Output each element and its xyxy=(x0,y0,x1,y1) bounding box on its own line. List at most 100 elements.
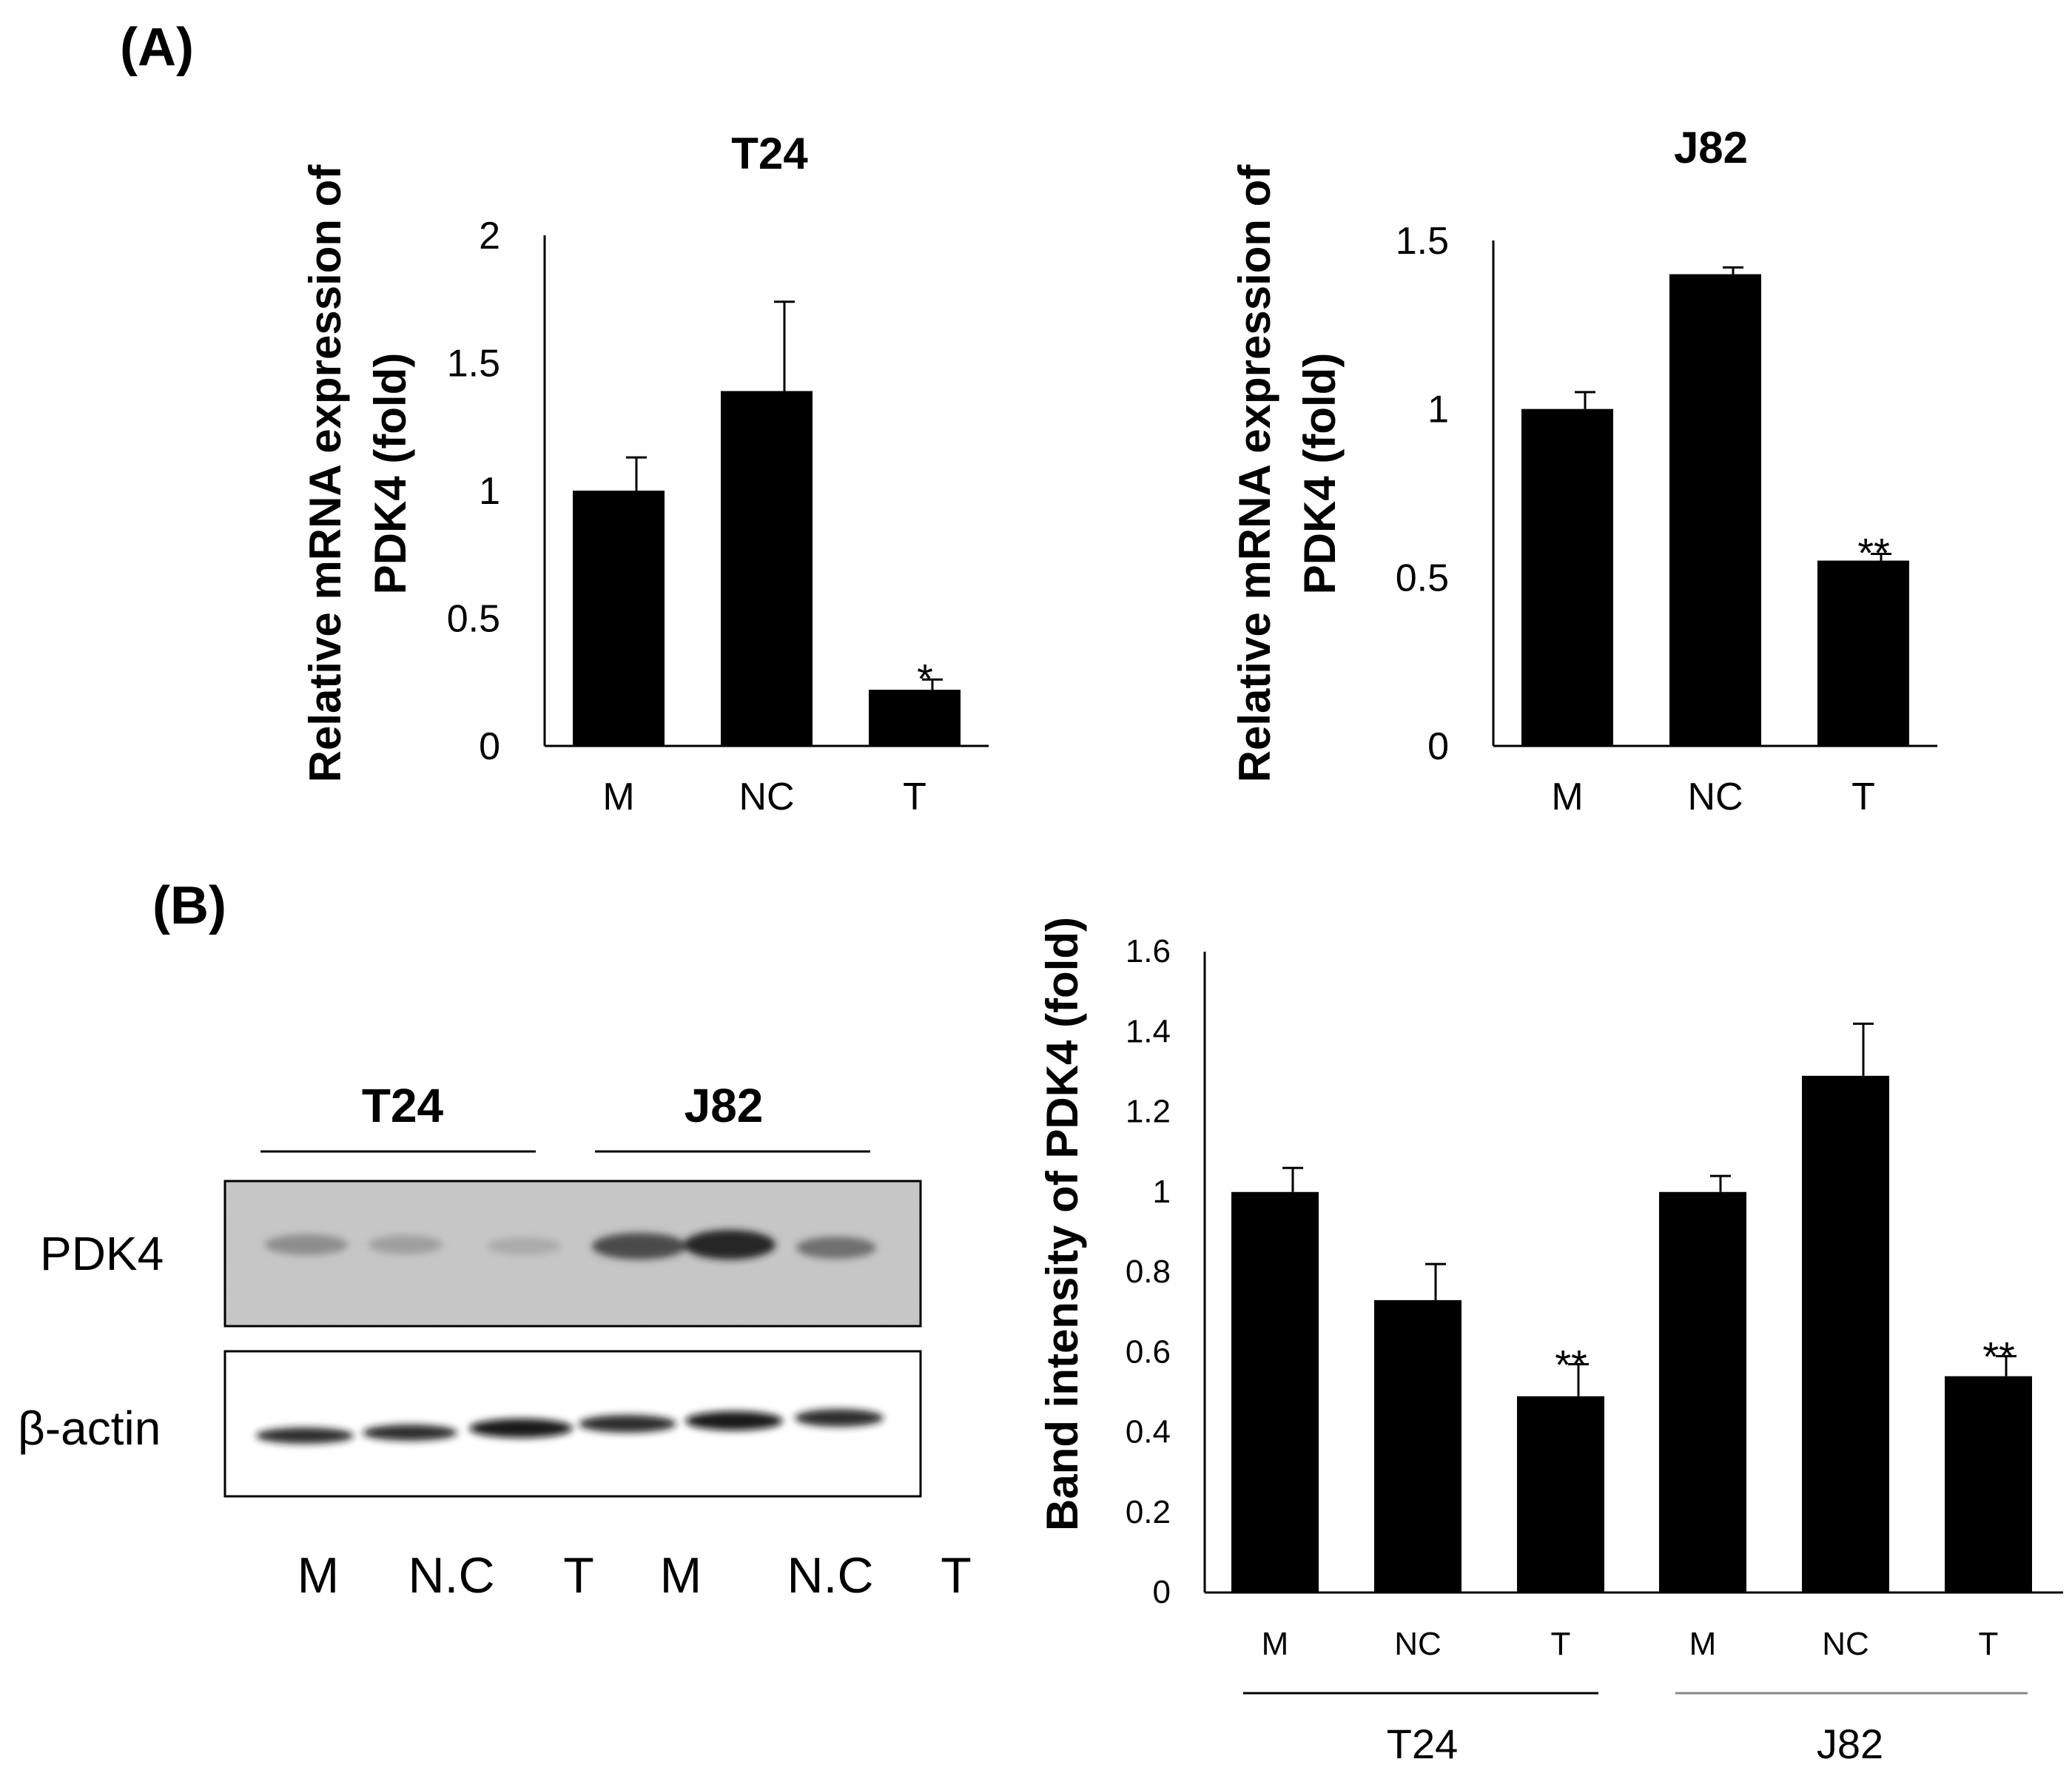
category-labels: M NC T xyxy=(602,776,926,818)
bars xyxy=(573,391,961,746)
category-label: T xyxy=(1551,1626,1571,1662)
y-tick-label: 1 xyxy=(1427,389,1449,431)
blot-actin-strip xyxy=(223,1350,922,1498)
bar xyxy=(1374,1299,1462,1593)
category-label: M xyxy=(1551,776,1583,818)
y-axis-label: Band intensity of PDK4 (fold) xyxy=(1037,917,1087,1531)
blot-lane-label: M xyxy=(660,1547,702,1604)
significance-mark: ** xyxy=(1982,1334,2015,1380)
blot-band xyxy=(469,1419,573,1438)
panel-label-a: (A) xyxy=(120,18,194,77)
y-tick-label: 1.6 xyxy=(1126,933,1171,969)
y-tick-label: 0.2 xyxy=(1126,1494,1171,1530)
blot-lane-label: M xyxy=(297,1547,340,1604)
y-axis-label-line1: Relative mRNA expression of xyxy=(1230,164,1279,783)
category-label: NC xyxy=(739,776,794,818)
y-tick-label: 1.2 xyxy=(1126,1094,1171,1130)
error-bars xyxy=(1282,1022,2016,1396)
blot-lane-label: N.C xyxy=(787,1547,873,1604)
y-axis-label-line2: PDK4 (fold) xyxy=(366,353,415,595)
bar xyxy=(1945,1376,2032,1593)
y-tick-label: 0.5 xyxy=(447,598,500,641)
y-tick-label: 1.4 xyxy=(1126,1013,1171,1049)
category-label: T xyxy=(1851,776,1875,818)
significance-marks: * xyxy=(917,655,933,702)
chart-t24-mrna: T24 Relative mRNA expression of PDK4 (fo… xyxy=(300,129,989,818)
category-labels: M NC T xyxy=(1551,776,1875,818)
blot-band xyxy=(684,1230,776,1260)
western-blot: T24 J82 PDK4 β-actin M N.C T xyxy=(18,1079,972,1604)
chart-j82-mrna: J82 Relative mRNA expression of PDK4 (fo… xyxy=(1230,123,1937,818)
category-label: M xyxy=(602,776,634,818)
blot-band xyxy=(369,1235,443,1254)
y-tick-labels: 0 0.5 1 1.5 xyxy=(1396,220,1449,768)
bar xyxy=(1231,1191,1319,1593)
bar xyxy=(573,491,665,746)
blot-cellline-j82: J82 xyxy=(684,1079,764,1132)
y-axis-label-line1: Relative mRNA expression of xyxy=(300,164,350,783)
category-label: NC xyxy=(1822,1626,1869,1662)
y-tick-label: 1 xyxy=(479,470,500,513)
significance-marks: ** xyxy=(1857,529,1890,576)
y-tick-label: 0 xyxy=(1427,725,1449,768)
y-tick-label: 0.4 xyxy=(1126,1414,1171,1450)
y-tick-label: 0 xyxy=(1153,1574,1171,1610)
blot-band xyxy=(256,1427,354,1444)
category-label: NC xyxy=(1687,776,1743,818)
category-label: T xyxy=(903,776,926,818)
significance-mark: * xyxy=(917,655,933,702)
bar xyxy=(1517,1396,1604,1593)
significance-mark: ** xyxy=(1555,1341,1587,1388)
y-tick-label: 2 xyxy=(479,215,500,258)
blot-band xyxy=(363,1425,457,1441)
chart-title: J82 xyxy=(1674,123,1748,172)
y-tick-label: 0 xyxy=(479,725,500,768)
blot-row-label-pdk4: PDK4 xyxy=(40,1227,164,1280)
significance-marks: ** ** xyxy=(1555,1334,2015,1388)
error-bars xyxy=(626,300,943,690)
y-tick-labels: 0 0.5 1 1.5 2 xyxy=(447,215,500,768)
bar xyxy=(721,391,813,746)
category-label: M xyxy=(1689,1626,1717,1662)
blot-band xyxy=(795,1409,884,1427)
bar xyxy=(1659,1191,1746,1593)
blot-band xyxy=(796,1237,876,1259)
y-tick-label: 1 xyxy=(1153,1174,1171,1210)
blot-band xyxy=(579,1415,676,1433)
blot-lane-label: T xyxy=(941,1547,972,1604)
bar xyxy=(1817,560,1909,746)
blot-lane-label: T xyxy=(563,1547,594,1604)
group-label-t24: T24 xyxy=(1387,1721,1459,1767)
panel-label-b: (B) xyxy=(152,876,226,935)
bar xyxy=(1802,1075,1889,1593)
blot-actin-bands xyxy=(256,1409,884,1444)
blot-pdk4-bands xyxy=(265,1230,876,1260)
bar xyxy=(1669,274,1761,746)
blot-cellline-t24: T24 xyxy=(362,1079,444,1132)
y-tick-label: 0.8 xyxy=(1126,1254,1171,1290)
blot-lane-label: N.C xyxy=(408,1547,494,1604)
category-label: M xyxy=(1262,1626,1289,1662)
y-tick-label: 1.5 xyxy=(447,343,500,386)
blot-row-label-actin: β-actin xyxy=(18,1402,161,1455)
blot-band xyxy=(487,1237,561,1255)
y-tick-label: 0.5 xyxy=(1396,556,1449,599)
category-labels: M NC T M NC T xyxy=(1262,1626,1999,1662)
y-tick-labels: 0 0.2 0.4 0.6 0.8 1 1.2 1.4 1.6 xyxy=(1126,933,1171,1610)
category-label: T xyxy=(1979,1626,1999,1662)
chart-band-intensity: Band intensity of PDK4 (fold) 0 0.2 0.4 0.6… xyxy=(1037,917,2063,1767)
significance-mark: ** xyxy=(1857,529,1890,576)
bars xyxy=(1231,1075,2032,1593)
blot-band xyxy=(685,1411,783,1430)
y-tick-label: 0.6 xyxy=(1126,1334,1171,1370)
bars xyxy=(1521,274,1909,746)
y-tick-label: 1.5 xyxy=(1396,220,1449,263)
group-label-j82: J82 xyxy=(1817,1721,1883,1767)
blot-band xyxy=(265,1234,348,1255)
y-axis-label-line2: PDK4 (fold) xyxy=(1295,353,1345,595)
category-label: NC xyxy=(1394,1626,1442,1662)
blot-band xyxy=(592,1233,687,1260)
error-bars xyxy=(1575,266,1891,561)
bar xyxy=(1521,408,1613,746)
bar xyxy=(869,690,961,746)
